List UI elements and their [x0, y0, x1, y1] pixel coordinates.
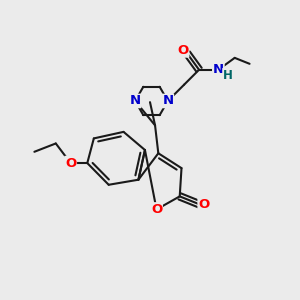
Text: N: N — [213, 63, 224, 76]
Text: O: O — [65, 157, 76, 169]
Text: N: N — [162, 94, 173, 107]
Text: O: O — [177, 44, 189, 57]
Text: O: O — [151, 203, 162, 216]
Text: H: H — [223, 69, 233, 82]
Text: O: O — [198, 198, 209, 211]
Text: N: N — [130, 94, 141, 107]
